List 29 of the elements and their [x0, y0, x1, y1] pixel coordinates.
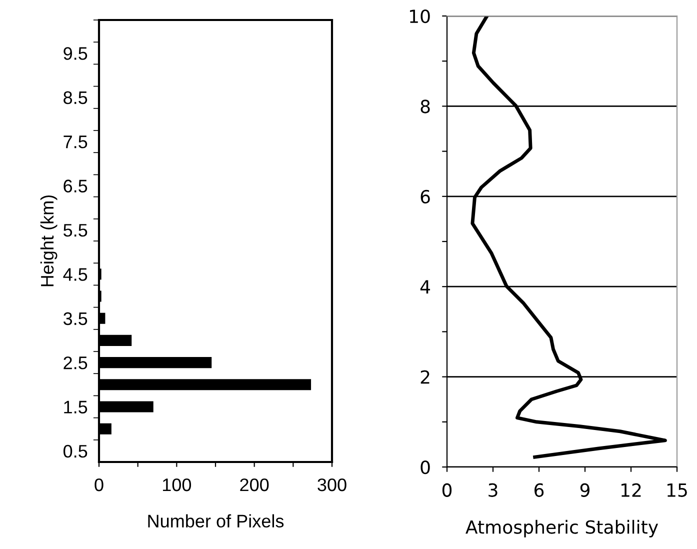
y-tick-label: 0	[420, 460, 430, 474]
x-axis-title: Atmospheric Stability	[466, 520, 658, 538]
y-tick-label: 4	[420, 280, 430, 294]
y-tick-label: 6	[420, 190, 430, 204]
y-tick-label: 10	[410, 9, 430, 24]
y-tick-label: 2.5	[64, 356, 88, 370]
y-tick-label: 7.5	[64, 136, 88, 148]
x-tick-label: 12	[621, 483, 641, 497]
y-tick-label: 1.5	[64, 400, 88, 414]
x-tick-label: 0	[94, 478, 104, 492]
x-tick-label: 100	[162, 478, 192, 492]
y-tick-label: 8	[420, 100, 430, 114]
y-tick-label: 5.5	[64, 224, 88, 237]
x-tick-label: 200	[240, 478, 269, 492]
y-axis-title: Height (km)	[40, 195, 58, 286]
x-tick-label: 0	[442, 483, 452, 497]
x-tick-label: 3	[488, 483, 498, 497]
y-tick-label: 6.5	[64, 180, 88, 192]
y-tick-label: 2	[420, 370, 430, 384]
x-tick-label: 9	[580, 483, 590, 497]
x-tick-label: 15	[667, 484, 687, 497]
x-axis-title: Number of Pixels	[148, 514, 284, 528]
x-tick-label: 300	[318, 478, 346, 492]
y-tick-label: 9.5	[64, 47, 88, 60]
y-tick-label: 0.5	[63, 444, 88, 458]
y-tick-label: 4.5	[63, 268, 88, 281]
y-tick-label: 8.5	[64, 91, 88, 104]
y-tick-label: 3.5	[63, 312, 88, 326]
x-tick-label: 6	[534, 483, 544, 497]
